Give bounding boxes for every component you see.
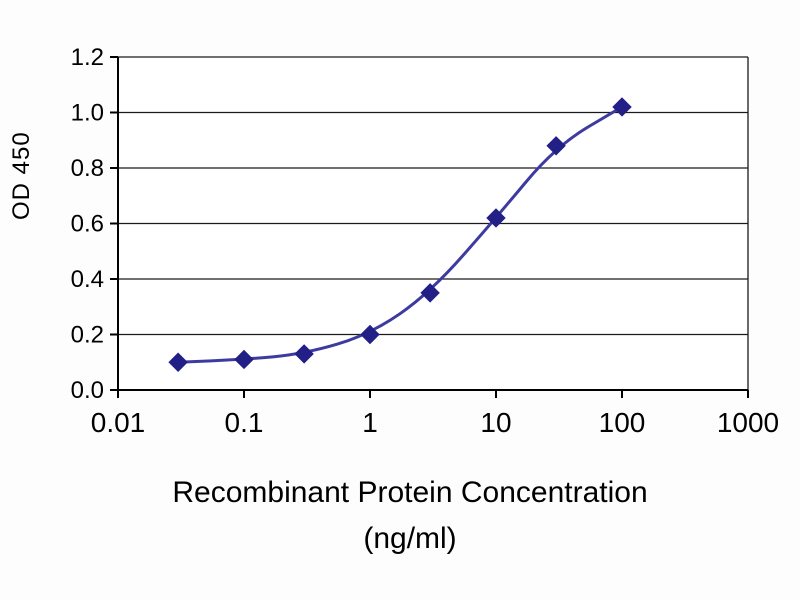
x-axis-title: Recombinant Protein Concentration (ng/ml… — [60, 470, 760, 562]
data-point-0.1 — [234, 349, 254, 370]
data-point-100 — [612, 97, 632, 117]
x-tick-label-0.01: 0.01 — [91, 407, 146, 438]
x-tick-label-1: 1 — [362, 407, 378, 438]
x-axis-title-line2: (ng/ml) — [363, 522, 457, 555]
y-tick-label-0.4: 0.4 — [71, 266, 104, 293]
y-tick-label-1.0: 1.0 — [71, 100, 104, 127]
x-tick-label-100: 100 — [599, 407, 646, 438]
data-point-1 — [360, 324, 380, 345]
x-tick-label-1000: 1000 — [717, 407, 779, 438]
x-tick-label-0.1: 0.1 — [225, 407, 264, 438]
x-axis-title-line1: Recombinant Protein Concentration — [172, 476, 648, 509]
data-point-30 — [546, 136, 566, 156]
x-tick-label-10: 10 — [480, 407, 511, 438]
data-point-0.03 — [168, 352, 188, 372]
y-tick-label-0.8: 0.8 — [71, 155, 104, 182]
data-point-0.3 — [294, 344, 314, 364]
data-point-3 — [420, 283, 440, 303]
y-axis-title: OD 450 — [8, 131, 35, 220]
y-tick-label-1.2: 1.2 — [71, 44, 104, 71]
y-tick-label-0.0: 0.0 — [71, 377, 104, 404]
y-tick-label-0.6: 0.6 — [71, 211, 104, 238]
data-point-10 — [486, 208, 506, 228]
y-tick-label-0.2: 0.2 — [71, 322, 104, 349]
curve-line — [178, 105, 623, 364]
